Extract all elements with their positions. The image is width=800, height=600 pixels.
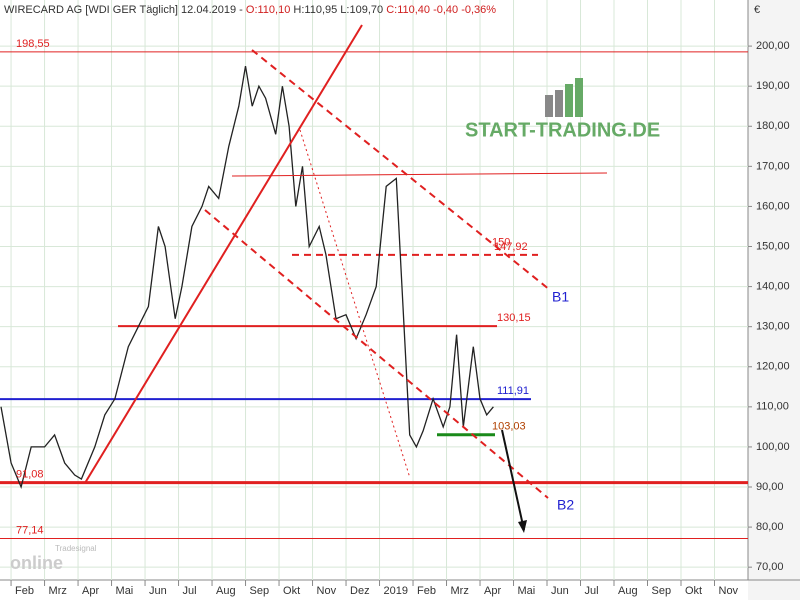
- y-tick-label: 200,00: [756, 40, 790, 52]
- x-tick-label: Aug: [216, 585, 236, 597]
- annotation: 150: [492, 236, 510, 248]
- y-tick-label: 160,00: [756, 200, 790, 212]
- level-line: [231, 172, 608, 177]
- y-tick-label: 90,00: [756, 481, 784, 493]
- annotations: [84, 24, 608, 533]
- logo-bar: [545, 95, 553, 117]
- title-part: H:110,95: [293, 4, 337, 16]
- x-tick-label: Dez: [350, 585, 370, 597]
- y-tick-label: 140,00: [756, 280, 790, 292]
- y-tick-label: 80,00: [756, 521, 784, 533]
- level-label: 198,55: [16, 38, 50, 50]
- y-tick-label: 120,00: [756, 361, 790, 373]
- channel-label: B2: [557, 497, 574, 513]
- logo-bar: [575, 78, 583, 117]
- title-part: C:110,40 -0,40 -0,36%: [386, 4, 496, 16]
- chart-title: WIRECARD AG [WDI GER Täglich] 12.04.2019…: [4, 4, 496, 16]
- y-tick-label: 180,00: [756, 120, 790, 132]
- y-tick-label: 70,00: [756, 561, 784, 573]
- x-tick-label: Sep: [250, 585, 270, 597]
- x-tick-label: Mai: [116, 585, 134, 597]
- x-tick-label: Jun: [149, 585, 167, 597]
- x-tick-label: Mai: [518, 585, 536, 597]
- level-label: 130,15: [497, 312, 531, 324]
- y-tick-label: 150,00: [756, 240, 790, 252]
- y-axis-panel: [748, 0, 800, 600]
- x-tick-label: Feb: [417, 585, 436, 597]
- x-tick-label: Apr: [484, 585, 501, 597]
- x-tick-label: Okt: [283, 585, 300, 597]
- watermark: Tradesignal: [55, 544, 97, 553]
- x-tick-label: Okt: [685, 585, 702, 597]
- y-tick-label: 190,00: [756, 80, 790, 92]
- title-part: L:109,70: [340, 4, 383, 16]
- x-tick-label: Aug: [618, 585, 638, 597]
- x-tick-label: Feb: [15, 585, 34, 597]
- y-tick-label: 100,00: [756, 441, 790, 453]
- channel-line: [204, 209, 549, 499]
- price-line: [0, 65, 494, 490]
- helper-line: [299, 129, 411, 479]
- arrow: [501, 429, 525, 531]
- y-tick-label: 170,00: [756, 160, 790, 172]
- x-tick-label: Mrz: [49, 585, 67, 597]
- logo-bar: [565, 84, 573, 117]
- x-tick-label: Nov: [317, 585, 337, 597]
- x-tick-label: Jul: [585, 585, 599, 597]
- watermark: online: [10, 553, 63, 573]
- x-tick-label: Jul: [183, 585, 197, 597]
- level-label: 91,08: [16, 469, 44, 481]
- currency: €: [754, 4, 760, 16]
- level-label: 147,92: [494, 241, 528, 253]
- x-tick-label: Apr: [82, 585, 99, 597]
- logo-bar: [555, 90, 563, 117]
- title-part: O:110,10: [246, 4, 290, 16]
- x-tick-label: Sep: [652, 585, 672, 597]
- x-tick-label: Jun: [551, 585, 569, 597]
- x-tick-label: Mrz: [451, 585, 469, 597]
- level-label: 77,14: [16, 524, 44, 536]
- title-part: WIRECARD AG [WDI GER Täglich] 12.04.2019…: [4, 4, 243, 16]
- arrow-head: [518, 520, 527, 533]
- x-tick-label: 2019: [384, 585, 408, 597]
- level-label: 111,91: [497, 385, 529, 397]
- trend-line: [84, 24, 363, 484]
- channel-label: B1: [552, 289, 569, 305]
- logo-text: START-TRADING.DE: [465, 119, 660, 141]
- x-tick-label: Nov: [719, 585, 739, 597]
- channel-line: [251, 49, 551, 291]
- level-label: 103,03: [492, 421, 526, 433]
- y-tick-label: 130,00: [756, 321, 790, 333]
- y-tick-label: 110,00: [756, 401, 789, 413]
